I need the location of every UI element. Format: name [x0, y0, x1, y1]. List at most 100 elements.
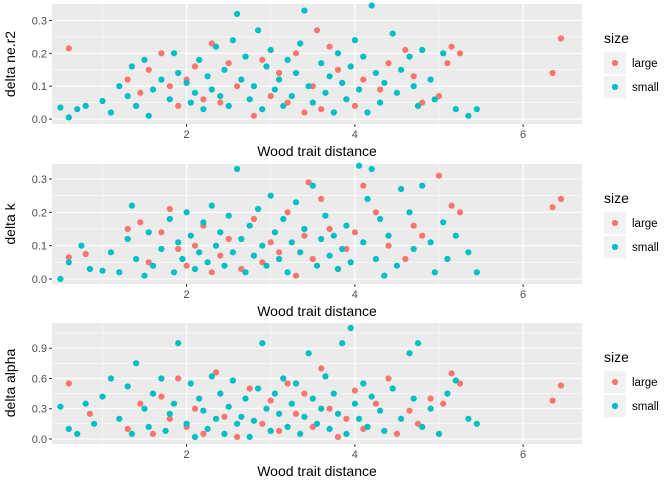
data-point-small	[259, 242, 266, 249]
data-point-small	[372, 69, 379, 77]
data-point-small	[133, 360, 140, 367]
data-point-small	[78, 242, 85, 249]
data-point-large	[65, 380, 72, 387]
data-point-small	[343, 222, 350, 229]
data-point-small	[276, 255, 283, 263]
legend-label-large: large	[632, 377, 658, 389]
data-point-small	[280, 375, 287, 382]
data-point-small	[242, 269, 249, 276]
legend-dot-small	[611, 83, 619, 91]
data-point-large	[419, 232, 426, 239]
x-tick-label: 4	[352, 289, 358, 301]
data-point-large	[419, 99, 426, 106]
data-point-small	[158, 76, 165, 83]
data-point-small	[381, 272, 388, 279]
legend-dot-small	[611, 243, 619, 251]
data-point-small	[212, 415, 220, 422]
data-point-small	[276, 76, 283, 83]
data-point-small	[473, 106, 480, 113]
data-point-small	[82, 102, 89, 109]
y-tick-labels: 0.0 0.3 0.6 0.9	[32, 343, 52, 446]
data-point-small	[259, 340, 266, 347]
data-point-small	[322, 89, 329, 96]
x-tick-label: 6	[520, 289, 526, 301]
data-point-small	[301, 413, 308, 420]
y-tick-label: 0.2	[32, 207, 47, 219]
data-point-small	[116, 415, 123, 422]
data-point-small	[309, 395, 316, 402]
data-point-small	[217, 390, 224, 397]
data-point-small	[250, 83, 257, 90]
data-point-small	[347, 324, 354, 332]
legend-label-large: large	[632, 218, 658, 230]
data-point-small	[263, 405, 270, 412]
data-point-small	[292, 69, 300, 77]
data-point-small	[191, 433, 199, 440]
data-point-large	[267, 239, 274, 246]
data-point-large	[318, 106, 325, 113]
data-point-small	[166, 410, 173, 417]
data-point-small	[107, 109, 114, 116]
data-point-large	[267, 93, 274, 100]
y-tick-label: 0.0	[32, 274, 47, 286]
legend: size large small	[604, 30, 659, 98]
data-point-small	[356, 162, 363, 169]
data-point-large	[402, 46, 409, 54]
data-point-small	[57, 104, 64, 111]
data-point-small	[263, 63, 270, 70]
data-point-large	[393, 430, 400, 437]
data-point-small	[318, 235, 325, 243]
data-point-small	[284, 56, 291, 64]
data-point-small	[431, 269, 438, 276]
data-point-small	[187, 99, 194, 106]
data-point-large	[292, 272, 300, 279]
data-point-small	[360, 239, 367, 246]
data-point-small	[229, 377, 236, 384]
data-point-small	[444, 255, 451, 263]
data-point-small	[427, 239, 434, 246]
data-point-large	[385, 60, 392, 67]
data-point-small	[368, 2, 375, 9]
y-tick-label: 0.3	[32, 15, 47, 27]
data-point-small	[162, 427, 169, 434]
data-point-small	[133, 255, 140, 263]
data-point-large	[410, 73, 417, 80]
x-tick-label: 4	[352, 129, 358, 141]
data-point-small	[74, 106, 81, 113]
data-point-large	[208, 40, 215, 47]
data-point-small	[250, 252, 257, 259]
data-point-small	[368, 165, 375, 173]
data-point-small	[170, 269, 178, 276]
data-point-small	[116, 83, 123, 90]
data-point-small	[200, 106, 207, 113]
data-point-small	[440, 50, 447, 57]
data-point-small	[234, 165, 241, 173]
y-tick-label: 0.9	[32, 343, 47, 355]
data-point-small	[133, 102, 140, 109]
data-point-small	[326, 73, 333, 80]
data-point-small	[175, 69, 182, 77]
data-point-small	[305, 83, 312, 90]
data-point-large	[208, 269, 215, 276]
data-point-large	[557, 195, 565, 203]
data-point-small	[128, 63, 135, 70]
data-point-small	[322, 212, 329, 219]
data-point-small	[200, 407, 207, 414]
data-point-small	[145, 112, 152, 119]
data-point-small	[187, 380, 194, 387]
data-points	[57, 324, 565, 440]
data-point-small	[414, 102, 422, 109]
data-point-large	[318, 195, 325, 203]
data-point-small	[406, 209, 413, 216]
chart-panel-alpha: 0.0 0.3 0.6 0.9 2 4 6 Wood trait distance del…	[2, 323, 659, 479]
data-point-small	[242, 53, 249, 60]
data-point-large	[267, 397, 274, 404]
data-point-small	[381, 427, 388, 434]
data-point-small	[234, 10, 241, 17]
data-point-large	[137, 219, 144, 226]
data-point-small	[297, 249, 304, 256]
data-point-small	[473, 269, 480, 276]
data-point-large	[360, 182, 367, 189]
data-point-large	[440, 400, 447, 407]
data-point-large	[158, 50, 165, 57]
